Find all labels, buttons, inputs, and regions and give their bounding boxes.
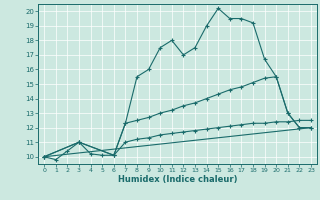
X-axis label: Humidex (Indice chaleur): Humidex (Indice chaleur) xyxy=(118,175,237,184)
